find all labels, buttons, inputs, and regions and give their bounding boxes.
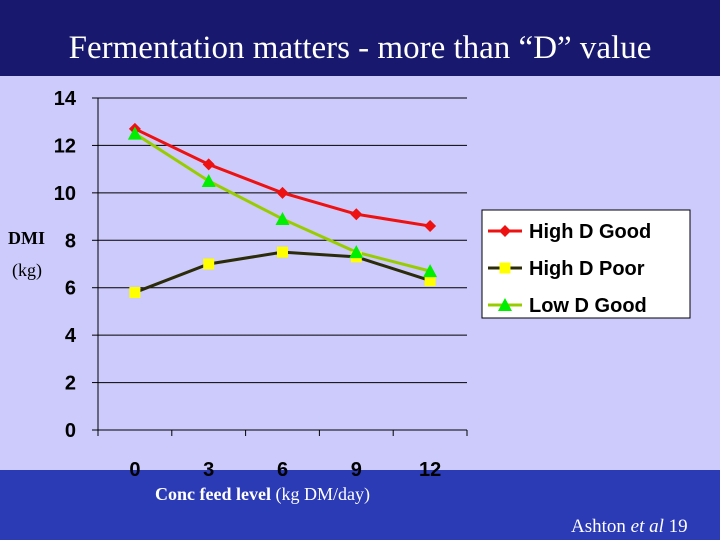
y-tick-label: 8 bbox=[65, 230, 76, 252]
data-point bbox=[424, 220, 437, 233]
y-tick-label: 0 bbox=[65, 420, 76, 442]
legend-marker bbox=[498, 298, 512, 311]
x-tick-label: 12 bbox=[419, 459, 441, 481]
legend-marker bbox=[499, 262, 511, 274]
y-tick-label: 10 bbox=[54, 183, 76, 205]
y-tick-label: 4 bbox=[65, 325, 77, 347]
slide-title: Fermentation matters - more than “D” val… bbox=[68, 30, 652, 66]
data-point bbox=[202, 158, 215, 171]
x-tick-label: 6 bbox=[277, 459, 288, 481]
title-band bbox=[0, 0, 720, 76]
data-point bbox=[277, 246, 288, 258]
data-point bbox=[203, 258, 215, 270]
legend-label: Low D Good bbox=[529, 295, 647, 317]
data-point bbox=[129, 286, 141, 298]
legend-box bbox=[481, 209, 691, 319]
data-point bbox=[201, 174, 216, 187]
data-point bbox=[127, 126, 142, 140]
x-axis-label-unit: (kg DM/day) bbox=[270, 484, 370, 504]
data-point bbox=[424, 275, 436, 287]
y-axis-title: DMI bbox=[8, 228, 45, 248]
data-point bbox=[423, 264, 438, 278]
x-axis-label: Conc feed level (kg DM/day) bbox=[155, 484, 370, 505]
data-point bbox=[275, 211, 290, 225]
citation: Ashton et al 19 bbox=[571, 516, 688, 538]
y-tick-label: 14 bbox=[54, 88, 77, 110]
x-axis-label-main: Conc feed level bbox=[155, 484, 271, 504]
data-point bbox=[276, 186, 289, 199]
legend-label: High D Good bbox=[529, 221, 651, 243]
x-tick-label: 3 bbox=[203, 459, 214, 481]
data-point bbox=[349, 245, 364, 259]
data-point bbox=[350, 208, 363, 221]
citation-year: 19 bbox=[663, 516, 688, 537]
y-tick-label: 12 bbox=[54, 135, 76, 157]
footer-band bbox=[0, 470, 720, 540]
y-tick-label: 6 bbox=[65, 278, 76, 300]
legend-marker bbox=[499, 225, 511, 237]
y-axis-unit: (kg) bbox=[12, 260, 42, 280]
x-tick-label: 0 bbox=[129, 459, 140, 481]
x-tick-label: 9 bbox=[351, 459, 362, 481]
legend-label: High D Poor bbox=[529, 258, 645, 280]
series-line bbox=[134, 127, 431, 228]
citation-etal: et al bbox=[630, 516, 664, 537]
y-tick-label: 2 bbox=[65, 373, 76, 395]
citation-author: Ashton bbox=[571, 516, 631, 537]
